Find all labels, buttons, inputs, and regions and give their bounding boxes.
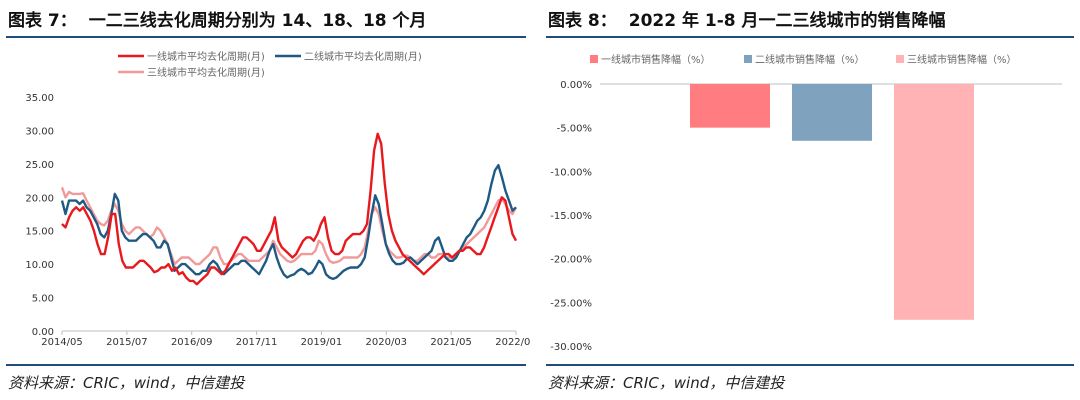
x-tick-label: 2016/09 xyxy=(171,337,213,348)
x-tick-label: 2014/05 xyxy=(41,337,83,348)
x-tick-label: 2015/07 xyxy=(106,337,148,348)
line-chart: 0.00 5.00 10.00 15.00 20.00 25.00 30.00 35.00 20… xyxy=(25,50,530,348)
y-tick-label: 5.00 xyxy=(32,294,54,305)
left-figure-title: 图表 7： 一二三线去化周期分别为 14、18、18 个月 xyxy=(8,6,427,31)
y-tick-label: 10.00 xyxy=(25,260,54,271)
y-tick-label: 25.00 xyxy=(25,160,54,171)
right-title-text: 2022 年 1-8 月一二三线城市的销售降幅 xyxy=(628,11,946,31)
right-figure-label: 图表 8： xyxy=(548,11,617,31)
legend-swatch-3 xyxy=(896,55,904,63)
legend-label-1: 一线城市平均去化周期(月) xyxy=(147,50,265,63)
left-title-text: 一二三线去化周期分别为 14、18、18 个月 xyxy=(88,11,427,31)
right-top-rule xyxy=(546,36,1074,38)
y-tick-label: 20.00 xyxy=(25,193,54,204)
y-tick-label: 30.00 xyxy=(25,126,54,137)
series-line-1 xyxy=(61,132,518,286)
y-tick-label: -20.00% xyxy=(550,255,592,266)
legend-swatch-1 xyxy=(590,55,598,63)
legend-label-2: 二线城市销售降幅（%） xyxy=(755,53,865,66)
x-tick-label: 2019/01 xyxy=(301,337,343,348)
y-tick-label: -25.00% xyxy=(550,298,592,309)
right-bottom-rule xyxy=(546,364,1074,366)
y-tick-label: 35.00 xyxy=(25,93,54,104)
y-tick-label: -15.00% xyxy=(550,211,592,222)
legend-label-1: 一线城市销售降幅（%） xyxy=(601,53,711,66)
bar-3 xyxy=(894,84,974,320)
legend-label-2: 二线城市平均去化周期(月) xyxy=(304,50,422,63)
x-tick-label: 2021/05 xyxy=(430,337,472,348)
y-tick-label: 15.00 xyxy=(25,227,54,238)
left-bottom-rule xyxy=(6,364,526,366)
y-tick-label: -5.00% xyxy=(557,124,592,135)
legend-label-3: 三线城市平均去化周期(月) xyxy=(147,66,265,79)
left-top-rule xyxy=(6,36,526,38)
bar-2 xyxy=(792,84,872,141)
x-tick-label: 2020/03 xyxy=(366,337,408,348)
legend-label-3: 三线城市销售降幅（%） xyxy=(907,53,1017,66)
x-tick-label: 2017/11 xyxy=(236,337,278,348)
right-figure-title: 图表 8： 2022 年 1-8 月一二三线城市的销售降幅 xyxy=(548,6,946,31)
y-tick-label: 0.00 xyxy=(32,327,54,338)
line-chart-panel: 图表 7： 一二三线去化周期分别为 14、18、18 个月 0.00 5.00 10.… xyxy=(0,0,530,400)
y-tick-label: -10.00% xyxy=(550,167,592,178)
series-line-2 xyxy=(60,163,517,281)
y-tick-label: -30.00% xyxy=(550,342,592,353)
right-source-note: 资料来源：CRIC，wind，中信建投 xyxy=(548,374,785,392)
left-source-note: 资料来源：CRIC，wind，中信建投 xyxy=(8,374,245,392)
bar-chart: 0.00% -5.00% -10.00% -15.00% -20.00% -25.00% -… xyxy=(550,53,1062,353)
bar-1 xyxy=(690,84,770,128)
x-tick-label: 2022/07 xyxy=(495,337,530,348)
series-line-3 xyxy=(60,186,518,266)
y-tick-label: 0.00% xyxy=(560,80,592,91)
left-figure-label: 图表 7： xyxy=(8,11,77,31)
bar-chart-panel: 图表 8： 2022 年 1-8 月一二三线城市的销售降幅 0.00% -5.00%… xyxy=(540,0,1080,400)
legend-swatch-2 xyxy=(744,55,752,63)
